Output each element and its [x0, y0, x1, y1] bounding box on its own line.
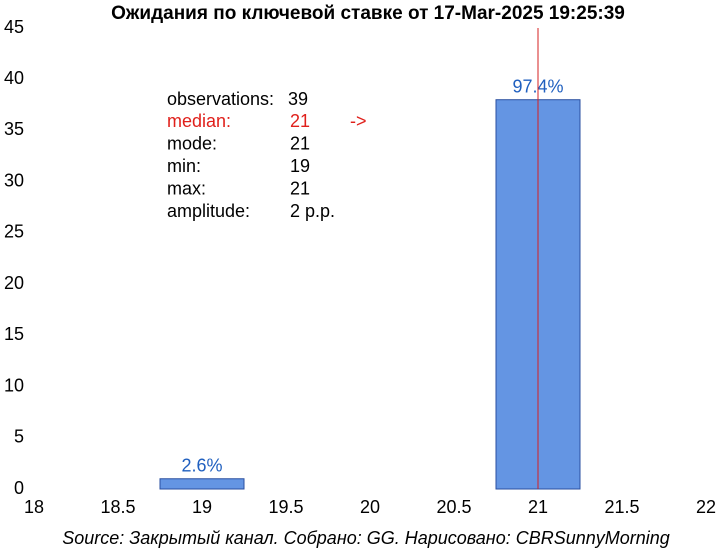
- stat-text: 21: [290, 134, 310, 154]
- x-tick-label: 20: [360, 497, 380, 517]
- stat-text: 19: [290, 156, 310, 176]
- y-tick-label: 20: [4, 273, 24, 293]
- x-tick-label: 21.5: [604, 497, 639, 517]
- y-tick-label: 25: [4, 222, 24, 242]
- stat-text: ->: [350, 111, 367, 131]
- stat-text: 39: [288, 89, 308, 109]
- y-tick-label: 35: [4, 119, 24, 139]
- stat-text: max:: [167, 178, 206, 198]
- stat-text: min:: [167, 156, 201, 176]
- y-tick-label: 30: [4, 170, 24, 190]
- stat-text: mode:: [167, 134, 217, 154]
- x-tick-label: 22: [696, 497, 716, 517]
- stat-text: median:: [167, 111, 231, 131]
- x-tick-label: 20.5: [436, 497, 471, 517]
- stat-text: amplitude:: [167, 201, 250, 221]
- value-label: 2.6%: [181, 456, 222, 476]
- y-tick-label: 15: [4, 324, 24, 344]
- y-tick-label: 40: [4, 68, 24, 88]
- y-tick-label: 10: [4, 375, 24, 395]
- chart-title: Ожидания по ключевой ставке от 17-Mar-20…: [111, 3, 625, 24]
- bar: [159, 478, 245, 490]
- x-tick-label: 18: [24, 497, 44, 517]
- y-tick-label: 45: [4, 17, 24, 37]
- y-tick-label: 0: [14, 478, 24, 498]
- stat-text: 21: [290, 111, 310, 131]
- stat-text: observations:: [167, 89, 274, 109]
- source-note: Source: Закрытый канал. Собрано: GG. Нар…: [62, 528, 670, 548]
- x-tick-label: 21: [528, 497, 548, 517]
- x-tick-label: 19.5: [268, 497, 303, 517]
- stat-text: 2 p.p.: [290, 201, 335, 221]
- y-tick-label: 5: [14, 427, 24, 447]
- x-tick-label: 19: [192, 497, 212, 517]
- x-tick-label: 18.5: [100, 497, 135, 517]
- stat-text: 21: [290, 178, 310, 198]
